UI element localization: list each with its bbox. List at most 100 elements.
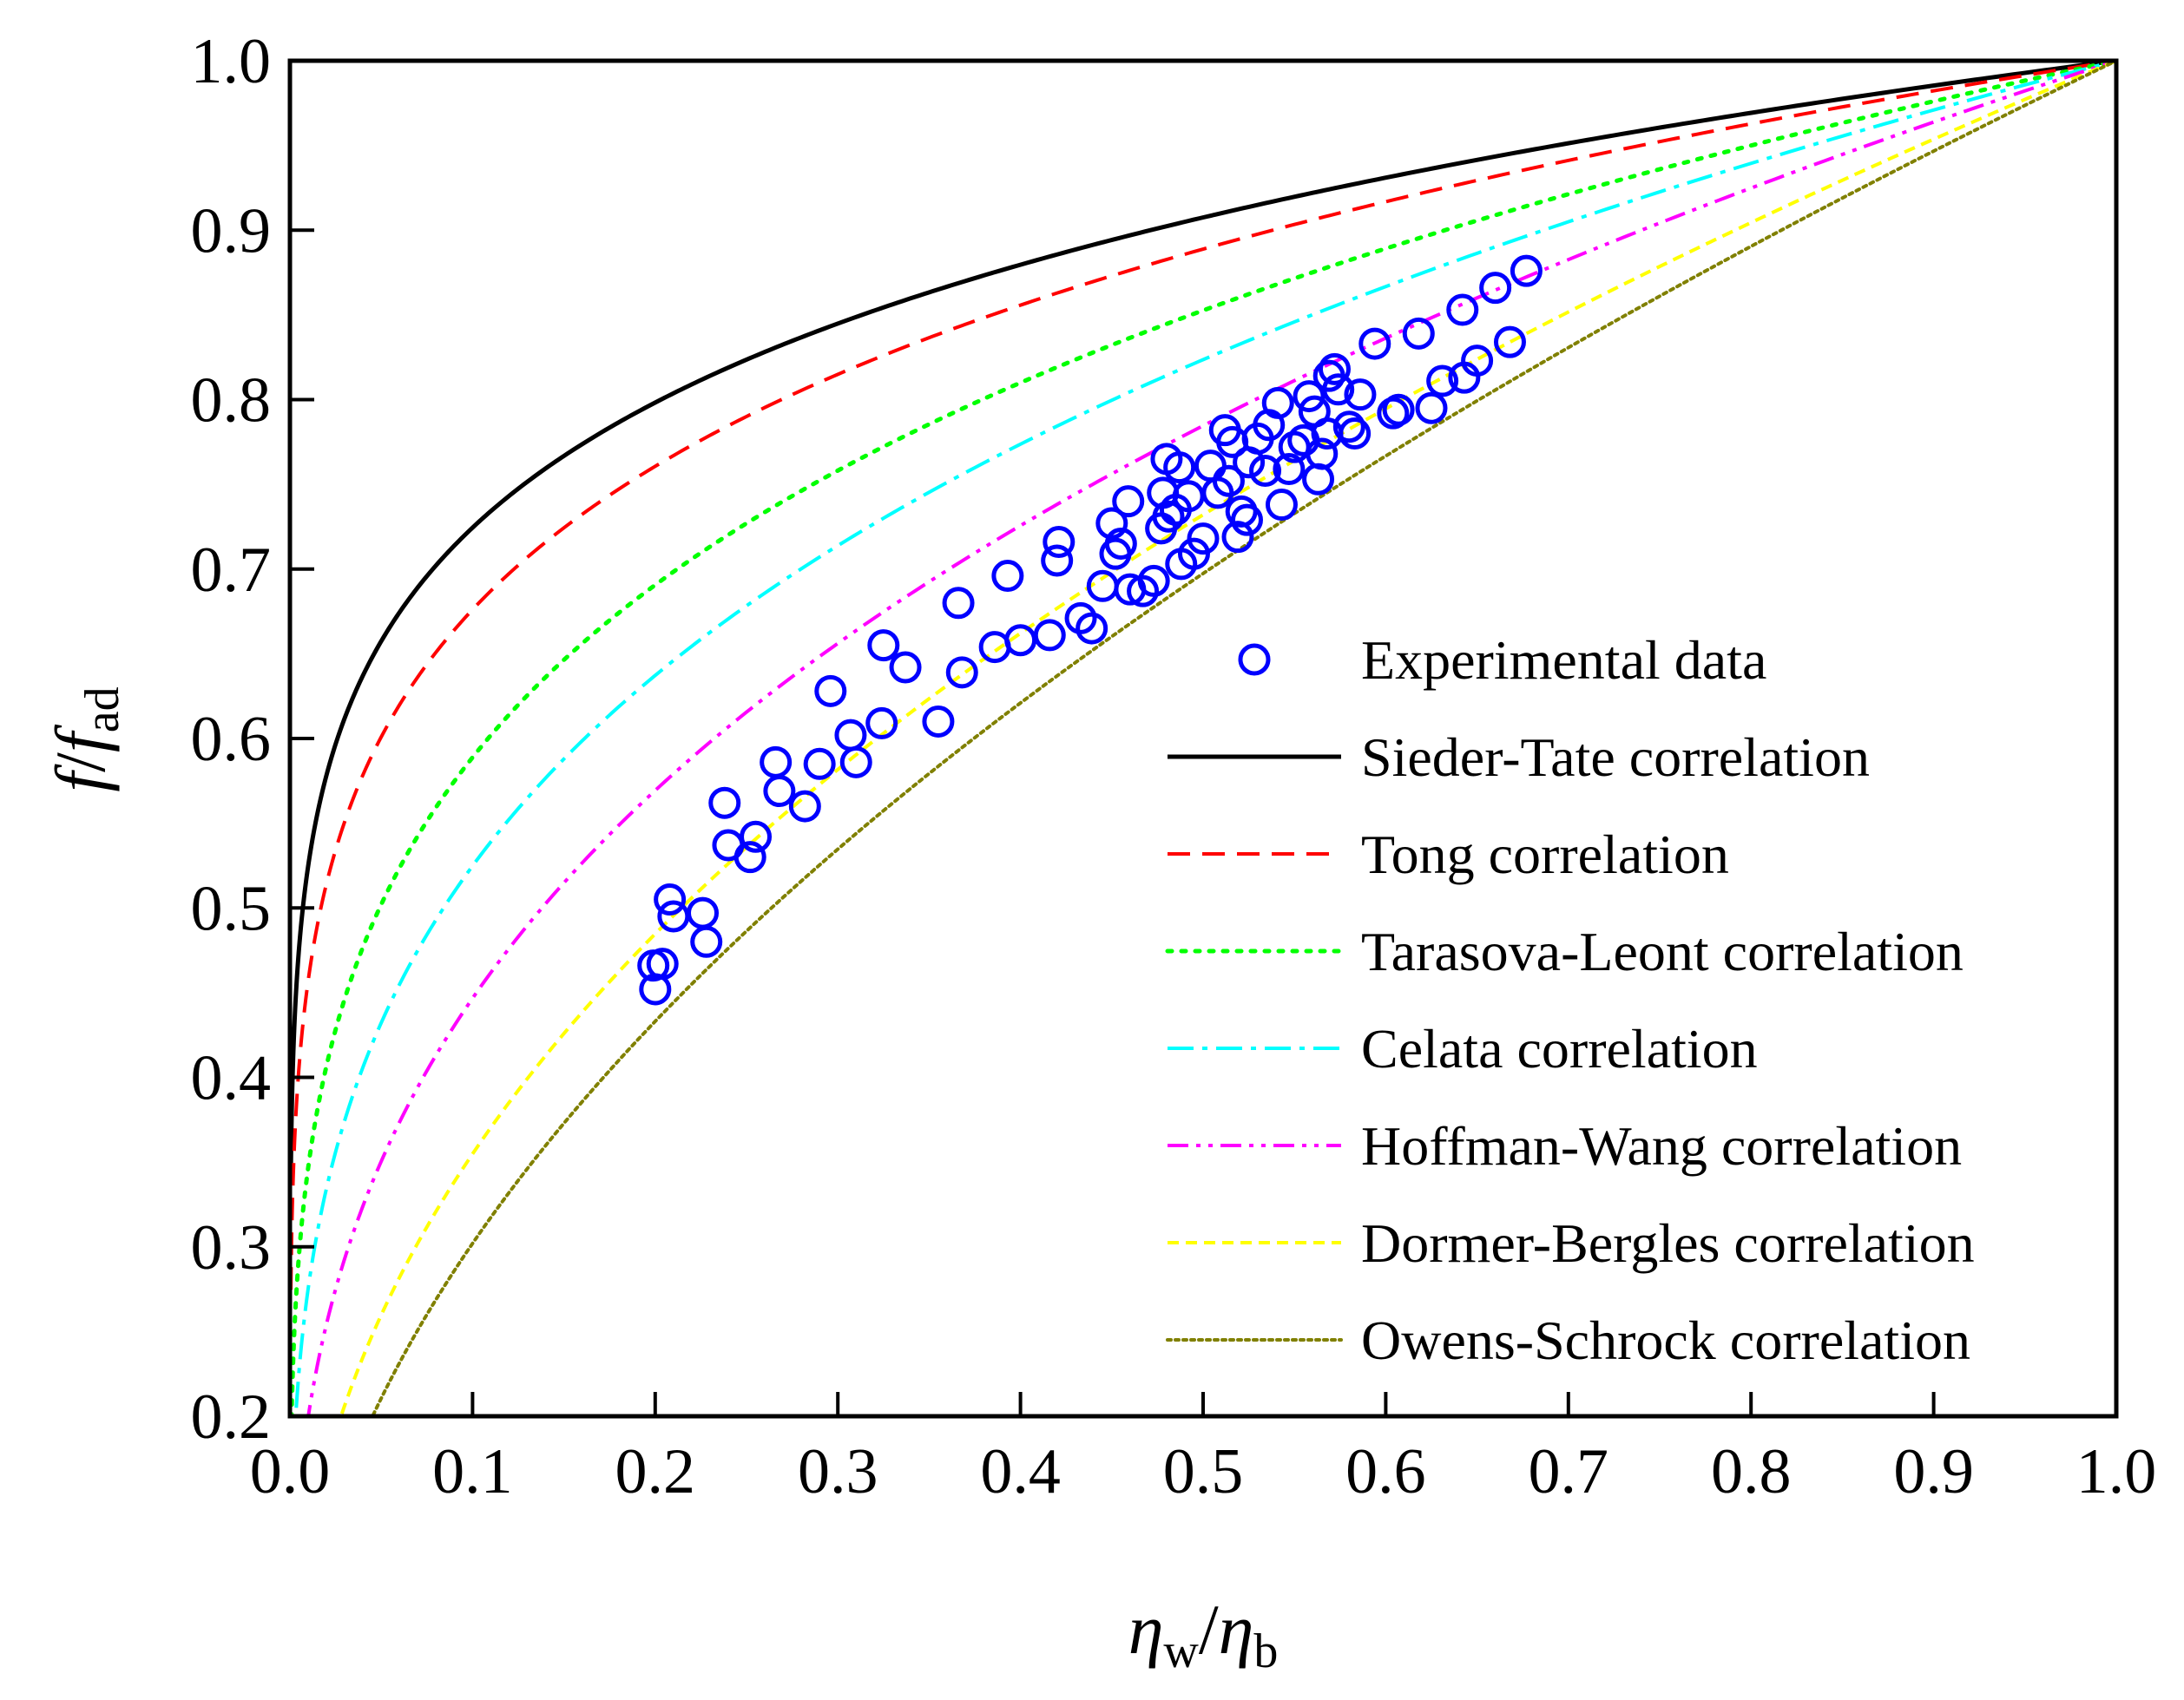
legend-label: Celata correlation (1361, 1018, 1758, 1080)
curve-sieder-tate-correlation (290, 61, 2116, 1171)
data-point (865, 706, 898, 739)
y-tick-label: 0.8 (191, 365, 272, 436)
data-point (1415, 391, 1448, 424)
data-point (1041, 544, 1074, 577)
data-point (803, 747, 836, 780)
y-tick-label: 0.9 (191, 195, 272, 266)
data-point (733, 841, 766, 874)
y-axis-separator: / (41, 752, 120, 772)
data-point (889, 651, 922, 684)
data-point (687, 896, 720, 929)
curve-hoffman-wang-correlation (306, 61, 2116, 1416)
data-point (760, 745, 793, 778)
legend-label: Tarasova-Leont correlation (1361, 921, 1964, 982)
data-point (1479, 272, 1512, 305)
x-tick-label: 0.7 (1529, 1436, 1609, 1507)
y-axis-title: f/fad (41, 686, 129, 791)
data-point (1358, 327, 1391, 360)
y-tick-label: 1.0 (191, 26, 272, 97)
x-tick-label: 1.0 (2076, 1436, 2157, 1507)
y-tick-label: 0.4 (191, 1043, 272, 1114)
data-point (834, 719, 867, 752)
x-axis-title: ηw/ηb (1128, 1590, 1279, 1678)
y-tick-label: 0.6 (191, 704, 272, 775)
data-point (1339, 417, 1372, 450)
x-tick-label: 0.4 (980, 1436, 1061, 1507)
data-point (1104, 527, 1137, 560)
data-point (945, 656, 978, 689)
data-point (1187, 522, 1220, 555)
data-point (978, 631, 1011, 664)
y-tick-label: 0.3 (191, 1212, 272, 1283)
x-axis-symbol: η (1128, 1590, 1164, 1669)
x-tick-label: 0.2 (615, 1436, 696, 1507)
data-point (1212, 464, 1245, 497)
x-tick-label: 0.3 (798, 1436, 878, 1507)
x-axis-separator: / (1199, 1590, 1219, 1669)
data-point (708, 786, 741, 819)
data-point (1426, 364, 1459, 397)
x-axis-symbol2-subscript: b (1253, 1625, 1278, 1678)
data-point (1112, 485, 1145, 518)
legend-label: Owens-Schrock correlation (1361, 1309, 1970, 1371)
legend: Experimental data Sieder-Tate correlation… (1165, 629, 1975, 1371)
data-point (654, 883, 687, 916)
y-tick-label: 0.5 (191, 873, 272, 944)
legend-label: Sieder-Tate correlation (1361, 726, 1870, 788)
data-point (1033, 619, 1066, 652)
data-point (1221, 521, 1254, 554)
data-point (1382, 393, 1415, 426)
legend-label: Dormer-Bergles correlation (1361, 1212, 1975, 1274)
data-point (1265, 489, 1298, 522)
data-point (1261, 386, 1294, 419)
data-point (1306, 437, 1339, 470)
data-point (1194, 450, 1227, 482)
x-tick-label: 0.0 (250, 1436, 331, 1507)
data-point (1230, 503, 1263, 536)
data-point (1152, 500, 1185, 533)
x-axis-symbol2: η (1219, 1590, 1254, 1669)
data-point (814, 674, 847, 707)
data-point (763, 775, 796, 808)
data-point (1137, 564, 1170, 597)
data-point (1332, 410, 1365, 443)
x-tick-label: 0.5 (1163, 1436, 1244, 1507)
correlation-curves (290, 61, 2116, 1416)
data-point (1510, 254, 1543, 287)
curve-celata-correlation (293, 61, 2116, 1416)
data-point (1302, 463, 1335, 496)
curve-dormer-bergles-correlation (339, 61, 2116, 1416)
data-point (1163, 451, 1196, 484)
x-tick-label: 0.6 (1345, 1436, 1426, 1507)
x-tick-label: 0.8 (1711, 1436, 1792, 1507)
data-point (788, 790, 821, 823)
x-axis-ticks: 0.0 0.1 0.2 0.3 0.4 0.5 0.6 0.7 0.8 0.9 1.0 (250, 1392, 2157, 1507)
data-point (740, 820, 773, 853)
y-axis-subscript: ad (76, 686, 129, 732)
x-tick-label: 0.9 (1893, 1436, 1974, 1507)
x-axis-symbol-subscript: w (1163, 1625, 1199, 1678)
data-point (1076, 612, 1108, 645)
data-point (867, 629, 900, 662)
data-point (942, 587, 975, 620)
curve-tong-correlation (290, 61, 2116, 1290)
data-point (1402, 317, 1435, 350)
data-point (1322, 373, 1355, 406)
data-point (839, 745, 872, 778)
data-point (1095, 507, 1128, 540)
y-axis-ticks: 0.2 0.3 0.4 0.5 0.6 0.7 0.8 0.9 1.0 (191, 26, 314, 1453)
data-point (1064, 601, 1097, 634)
data-point (1043, 526, 1076, 559)
data-point (1461, 345, 1494, 377)
y-tick-label: 0.2 (191, 1382, 272, 1453)
data-point (1344, 378, 1377, 411)
data-point (1127, 574, 1160, 607)
data-point (1446, 293, 1479, 326)
data-point (690, 925, 723, 958)
x-tick-label: 0.1 (432, 1436, 513, 1507)
data-point (1004, 624, 1037, 657)
data-point (1293, 380, 1326, 413)
data-point (1249, 455, 1282, 488)
